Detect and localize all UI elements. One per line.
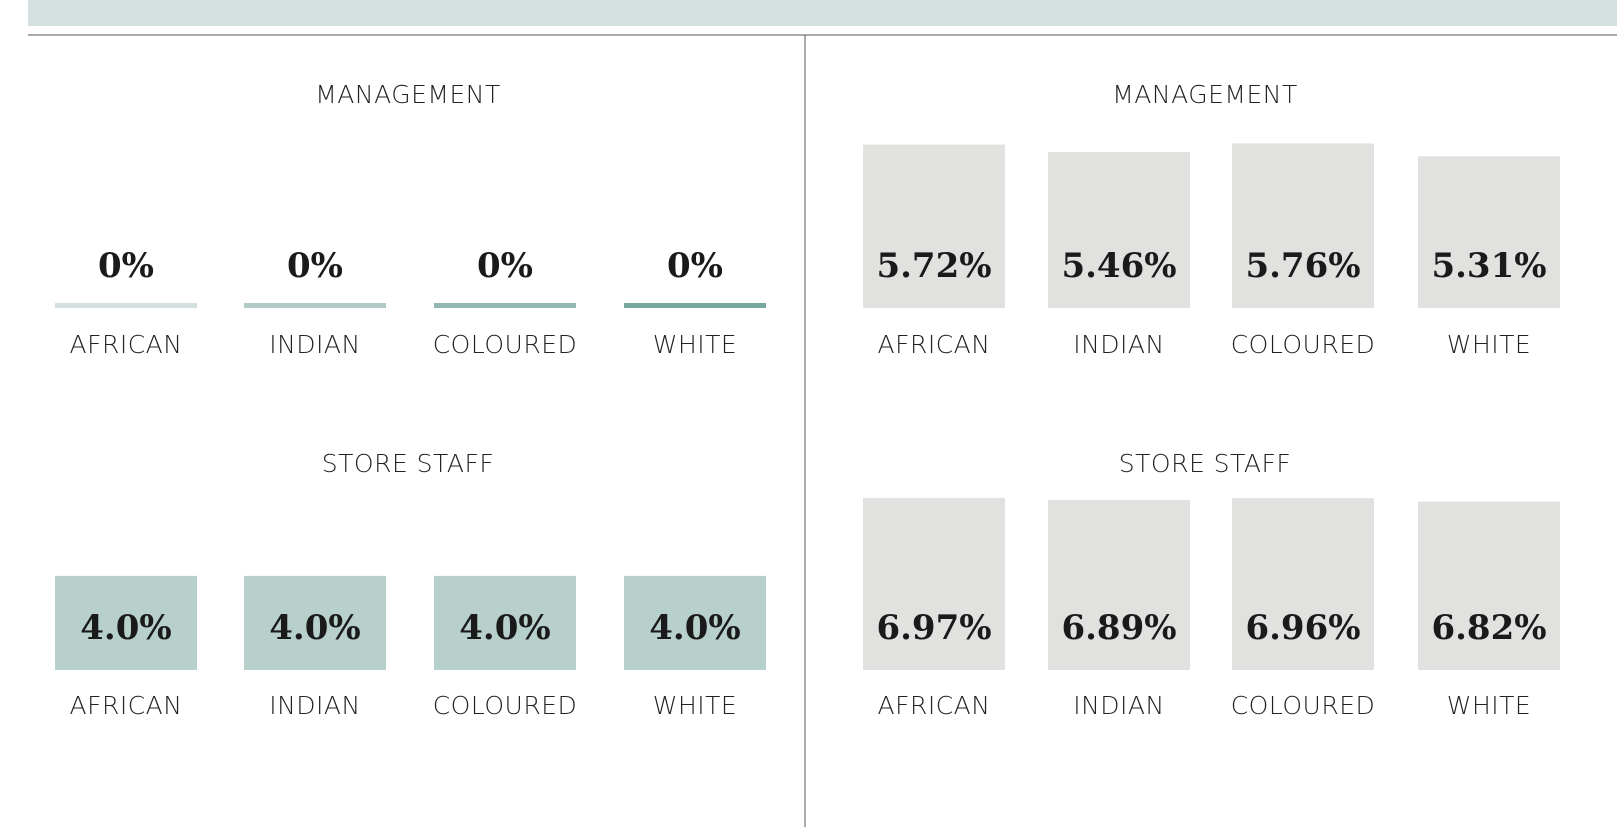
bar [55,303,197,308]
bar [624,575,766,670]
category-label: WHITE [653,330,737,359]
category-label: COLOURED [433,330,578,359]
bar [1232,498,1374,670]
bar [1418,501,1560,670]
category-label: AFRICAN [878,330,991,359]
bar [1232,143,1374,308]
value-label: 6.82% [1431,608,1546,648]
category-label: COLOURED [1231,330,1376,359]
value-label: 5.31% [1431,246,1546,286]
bar [244,575,386,670]
category-label: INDIAN [1073,330,1165,359]
bar [1048,152,1190,308]
value-label: 4.0% [649,608,740,648]
category-label: AFRICAN [70,330,183,359]
category-label: INDIAN [269,691,361,720]
value-label: 6.89% [1061,608,1176,648]
bar [434,575,576,670]
value-label: 4.0% [459,608,550,648]
bar [1418,156,1560,308]
value-label: 5.76% [1245,246,1360,286]
bar [624,303,766,308]
value-label: 5.72% [876,246,991,286]
category-label: AFRICAN [878,691,991,720]
bar [863,497,1005,670]
category-label: COLOURED [1231,691,1376,720]
top-band [28,0,1617,26]
value-label: 0% [667,246,723,286]
category-label: WHITE [1447,691,1531,720]
category-label: COLOURED [433,691,578,720]
bar [1048,499,1190,670]
value-label: 4.0% [80,608,171,648]
bar [244,303,386,308]
category-label: WHITE [1447,330,1531,359]
panel-title: STORE STAFF [322,449,495,478]
category-label: INDIAN [1073,691,1165,720]
category-label: INDIAN [269,330,361,359]
bar [863,144,1005,308]
value-label: 4.0% [269,608,360,648]
category-label: AFRICAN [70,691,183,720]
value-label: 5.46% [1061,246,1176,286]
bar [55,575,197,670]
value-label: 0% [287,246,343,286]
category-label: WHITE [653,691,737,720]
panel-title: MANAGEMENT [1112,80,1298,109]
value-label: 0% [98,246,154,286]
panel-title: STORE STAFF [1119,449,1292,478]
value-label: 6.96% [1245,608,1360,648]
panel-title: MANAGEMENT [315,80,501,109]
value-label: 0% [477,246,533,286]
value-label: 6.97% [876,608,991,648]
bar [434,303,576,308]
